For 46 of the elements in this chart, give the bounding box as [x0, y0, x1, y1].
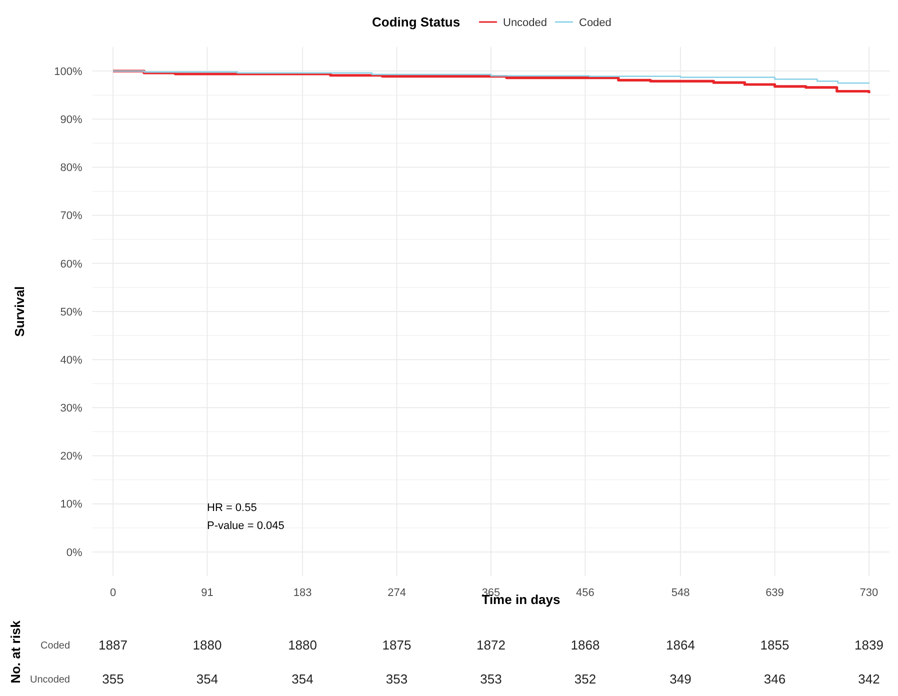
x-tick-label: 548: [671, 586, 690, 599]
y-tick-label: 0%: [66, 546, 83, 559]
text: 1855: [760, 638, 790, 653]
x-tick-label: 183: [293, 586, 312, 599]
text: 346: [764, 672, 786, 687]
x-tick-label: 91: [201, 586, 214, 599]
text: No. at risk: [8, 620, 23, 684]
y-axis-title: Survival: [12, 286, 27, 337]
x-tick-label: 0: [110, 586, 116, 599]
x-tick-label: 730: [860, 586, 878, 599]
legend-title: Coding Status: [372, 14, 460, 30]
text: Uncoded: [30, 674, 70, 686]
x-tick-label: 639: [766, 586, 784, 599]
legend-label: Uncoded: [503, 16, 548, 29]
text: 1872: [476, 638, 506, 653]
text: 354: [196, 672, 218, 687]
y-tick-label: 20%: [60, 450, 83, 463]
text: 353: [480, 672, 502, 687]
text: 352: [574, 672, 596, 687]
text: 1880: [192, 638, 222, 653]
text: 1887: [98, 638, 128, 653]
text: 1868: [570, 638, 600, 653]
y-tick-label: 40%: [60, 354, 83, 366]
text: Coded: [40, 640, 70, 652]
annotation: P-value = 0.045: [207, 520, 284, 532]
text: 354: [292, 672, 314, 687]
y-tick-label: 50%: [60, 306, 83, 318]
y-tick-label: 30%: [60, 402, 83, 415]
text: 349: [670, 672, 692, 687]
text: 1839: [854, 638, 884, 653]
text: 355: [102, 672, 124, 687]
y-tick-label: 60%: [60, 258, 83, 270]
text: 1880: [288, 638, 317, 653]
text: 1864: [666, 638, 695, 653]
text: 353: [386, 672, 408, 687]
y-tick-label: 90%: [60, 114, 83, 126]
text: 1875: [382, 638, 412, 653]
x-tick-label: 274: [388, 586, 406, 599]
legend-label: Coded: [579, 16, 612, 29]
y-tick-label: 80%: [60, 162, 83, 174]
y-tick-label: 10%: [60, 498, 83, 511]
text: 342: [858, 672, 880, 687]
y-tick-label: 100%: [54, 66, 83, 78]
annotation: HR = 0.55: [207, 502, 257, 514]
x-tick-label: 456: [576, 586, 594, 599]
y-tick-label: 70%: [60, 210, 83, 222]
